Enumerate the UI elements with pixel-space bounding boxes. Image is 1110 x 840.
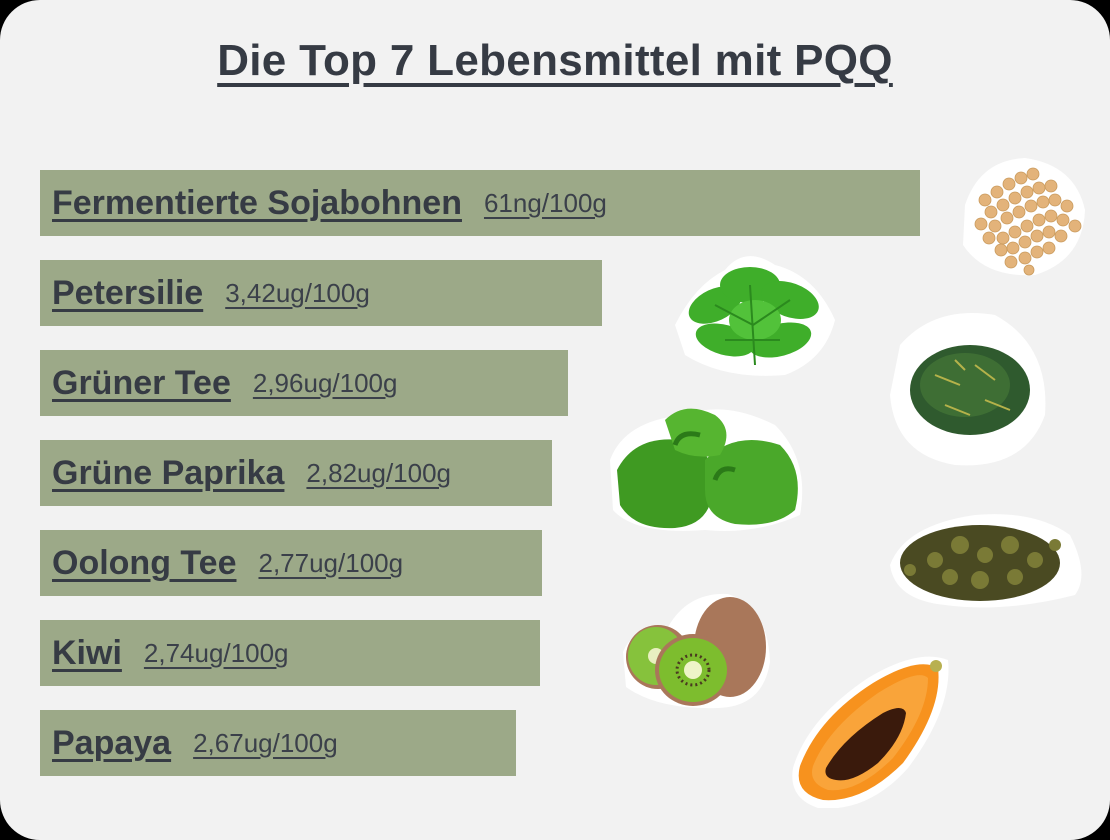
bar-value: 3,42ug/100g — [225, 277, 370, 308]
parsley-icon — [675, 256, 835, 376]
bar-value: 2,96ug/100g — [252, 367, 398, 398]
bar-value: 2,82ug/100g — [306, 457, 452, 488]
kiwi-icon — [623, 593, 770, 709]
chart-title: Die Top 7 Lebensmittel mit PQQ — [217, 36, 893, 85]
bar-value: 61ng/100g — [483, 187, 607, 218]
soybeans-icon — [963, 158, 1085, 276]
bar-green-pepper: Grüne Paprika 2,82ug/100g — [40, 440, 552, 506]
bar-label: Oolong Tee — [52, 543, 237, 582]
green-tea-icon — [890, 313, 1046, 466]
bar-label: Papaya — [52, 723, 172, 762]
bar-label: Kiwi — [52, 633, 122, 672]
green-pepper-icon — [610, 408, 803, 531]
bar-label: Petersilie — [52, 273, 204, 312]
bar-value: 2,74ug/100g — [143, 637, 289, 668]
bar-label: Grüne Paprika — [52, 453, 285, 492]
bar-kiwi: Kiwi 2,74ug/100g — [40, 620, 540, 686]
bar-label: Fermentierte Sojabohnen — [52, 183, 462, 222]
bar-oolong-tea: Oolong Tee 2,77ug/100g — [40, 530, 542, 596]
bar-label: Grüner Tee — [52, 363, 231, 402]
bar-green-tea: Grüner Tee 2,96ug/100g — [40, 350, 568, 416]
bar-parsley: Petersilie 3,42ug/100g — [40, 260, 602, 326]
bar-papaya: Papaya 2,67ug/100g — [40, 710, 516, 776]
bar-fermented-soybeans: Fermentierte Sojabohnen 61ng/100g — [40, 170, 920, 236]
bar-value: 2,77ug/100g — [258, 547, 404, 578]
papaya-icon — [792, 656, 949, 808]
bar-value: 2,67ug/100g — [193, 727, 338, 758]
oolong-tea-icon — [890, 514, 1082, 608]
